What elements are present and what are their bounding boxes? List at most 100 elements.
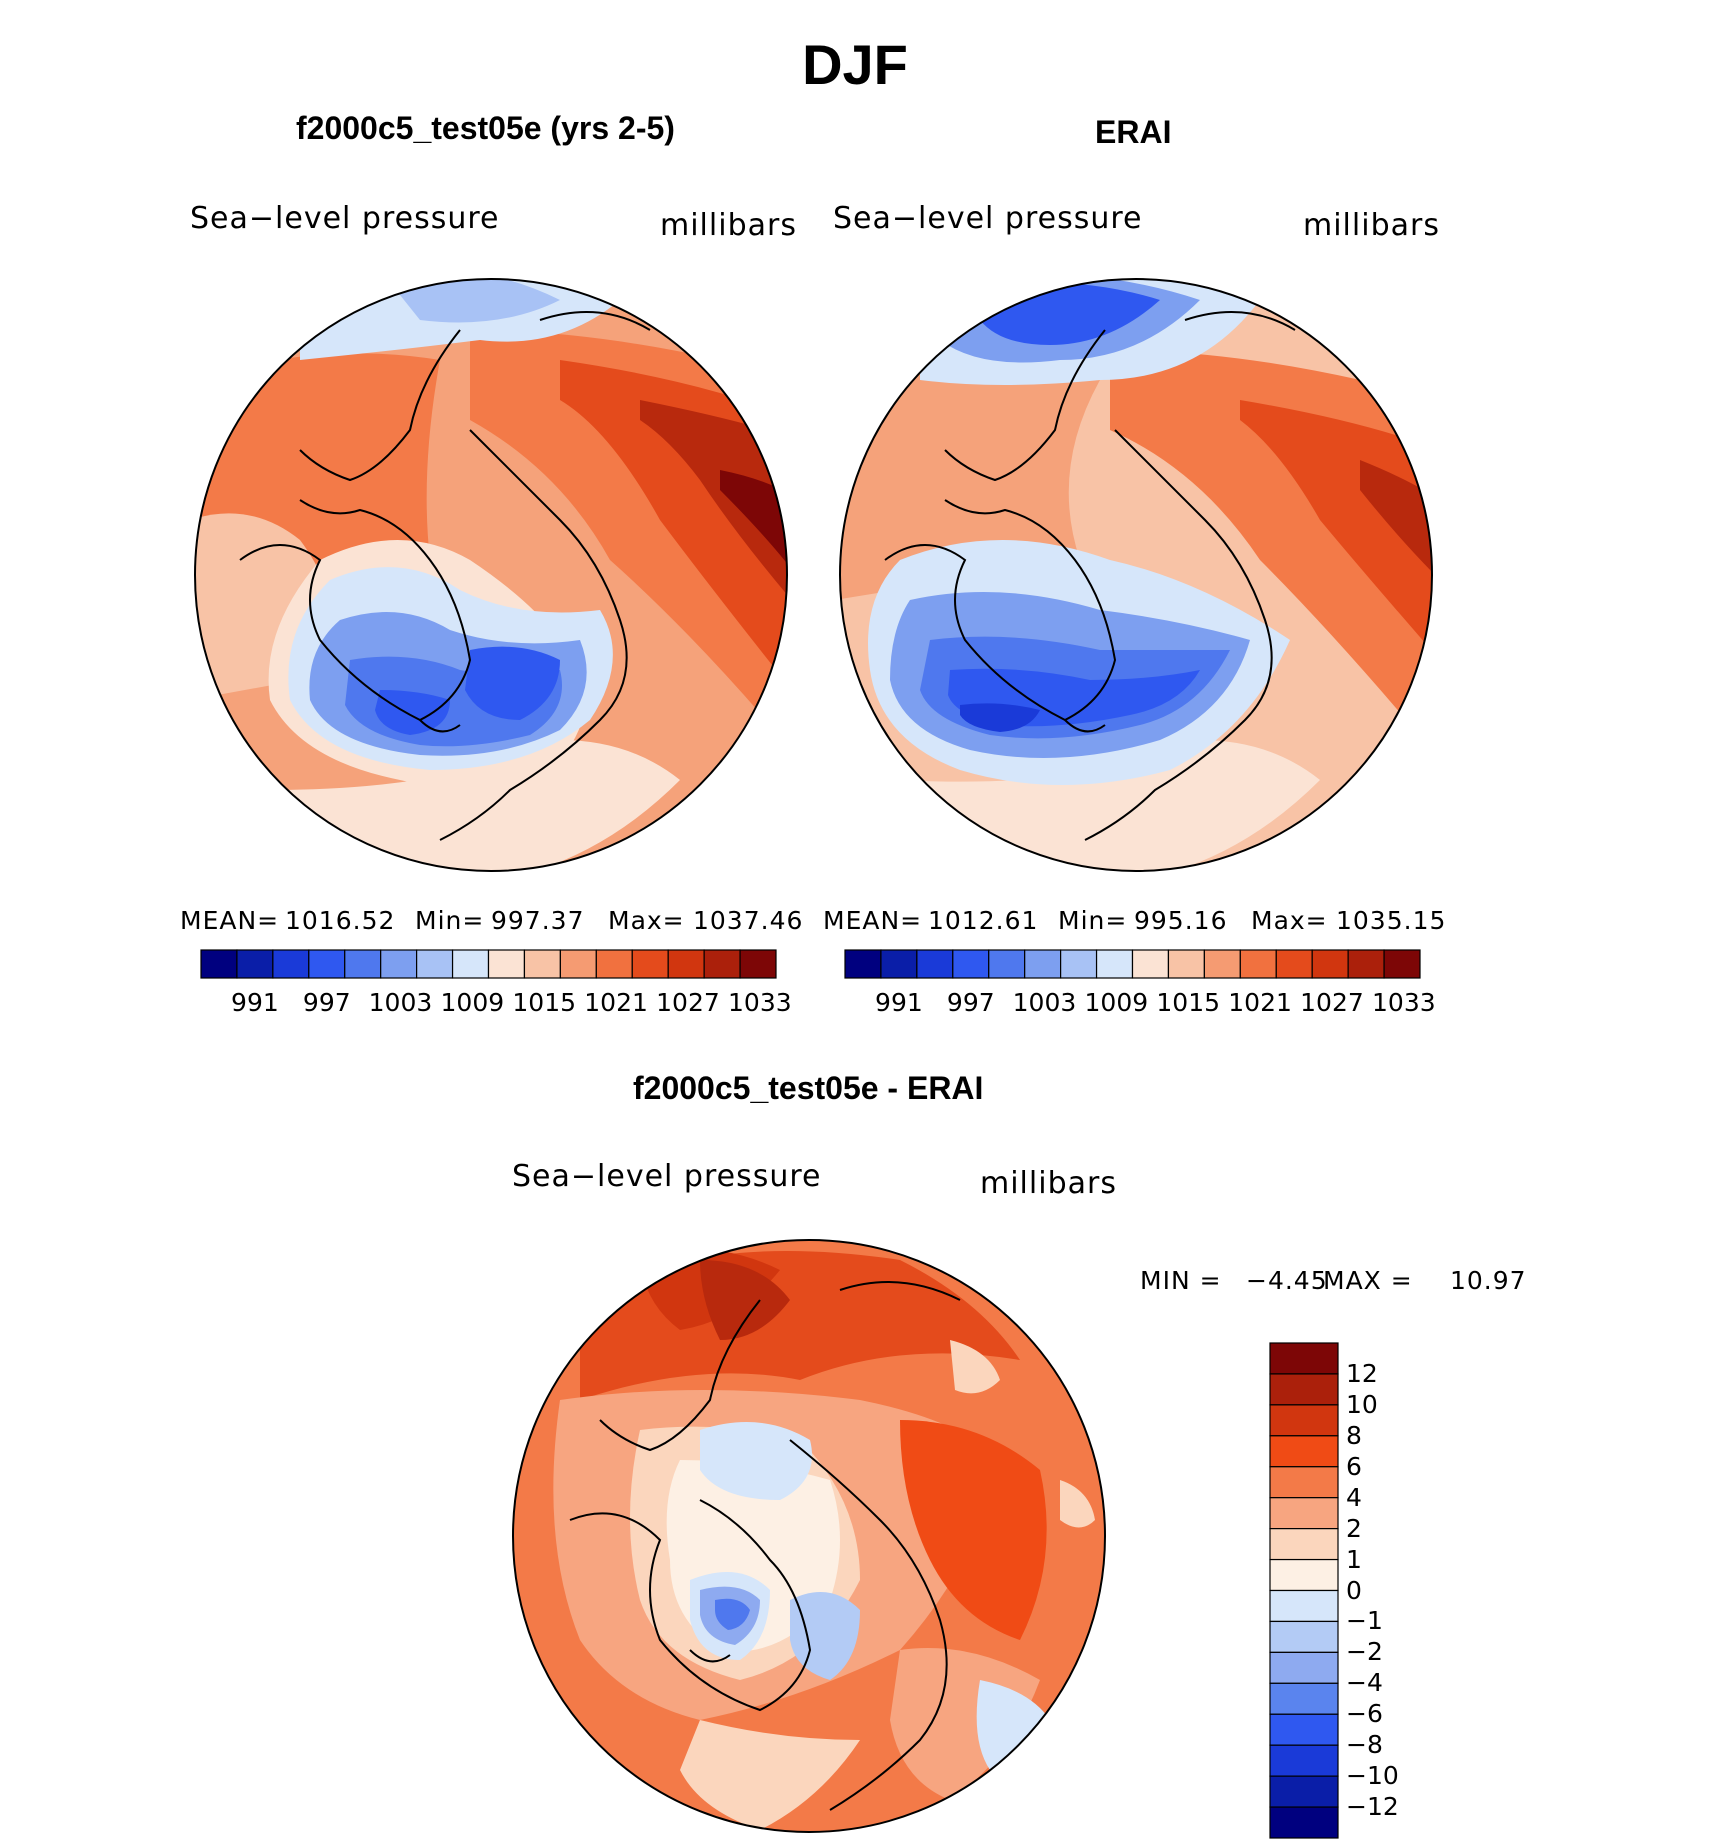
panel-3-title: f2000c5_test05e - ERAI — [633, 1070, 984, 1106]
panel-2-max-value: 1035.15 — [1336, 906, 1447, 935]
colorbar-1-swatch — [631, 949, 669, 979]
colorbar-1-tick-label: 1033 — [728, 988, 792, 1017]
map-2-border — [839, 278, 1433, 872]
colorbar-2-swatch — [1275, 949, 1313, 979]
colorbar-3-tick-label: −2 — [1346, 1637, 1383, 1667]
colorbar-3-swatch — [1269, 1682, 1339, 1715]
colorbar-2-swatch — [952, 949, 990, 979]
colorbar-2-tick-label: 1003 — [1012, 988, 1077, 1017]
colorbar-3-tick-label: 4 — [1346, 1482, 1362, 1512]
panel-3-min-value: −4.45 — [1246, 1266, 1328, 1295]
colorbar-1-swatch — [451, 949, 490, 979]
map-3-border — [512, 1239, 1106, 1833]
panel-3-min-label: MIN = — [1140, 1266, 1222, 1295]
colorbar-1-tick-label: 1003 — [368, 988, 433, 1017]
colorbar-2-swatch — [880, 949, 918, 979]
colorbar-3-swatch — [1269, 1528, 1339, 1561]
colorbar-difference — [1269, 1342, 1339, 1839]
colorbar-absolute-2 — [844, 949, 1421, 979]
colorbar-2-tick-label: 1033 — [1372, 988, 1436, 1017]
colorbar-3-tick-label: 6 — [1346, 1451, 1362, 1481]
panel-1-min-label: Min= — [415, 906, 485, 935]
colorbar-1-swatch — [667, 949, 705, 979]
panel-2-mean-label: MEAN= — [823, 906, 923, 935]
colorbar-3-swatch — [1269, 1373, 1339, 1406]
colorbar-1-swatch — [595, 949, 633, 979]
colorbar-2-swatch — [1167, 949, 1205, 979]
panel-1-max-label: Max= — [608, 906, 685, 935]
colorbar-3-tick-label: −4 — [1346, 1668, 1383, 1698]
colorbar-2-swatch — [988, 949, 1026, 979]
panel-2-mean-value: 1012.61 — [928, 906, 1039, 935]
colorbar-2-swatch — [1024, 949, 1062, 979]
panel-2-title: ERAI — [1095, 114, 1172, 150]
panel-1-title: f2000c5_test05e (yrs 2-5) — [296, 110, 675, 146]
panel-2-max-label: Max= — [1251, 906, 1328, 935]
colorbar-2-tick-label: 1015 — [1156, 988, 1221, 1017]
colorbar-3-tick-label: −8 — [1346, 1730, 1383, 1760]
colorbar-3-swatch — [1269, 1589, 1339, 1623]
map-1-coastlines — [239, 311, 651, 841]
colorbar-3-tick-label: 8 — [1346, 1420, 1362, 1450]
colorbar-1-tick-label: 1015 — [512, 988, 577, 1017]
map-2-erai-slp — [840, 279, 1432, 871]
colorbar-3-swatch — [1269, 1775, 1339, 1808]
colorbar-3-swatch — [1269, 1806, 1339, 1839]
colorbar-2-tick-label: 1027 — [1300, 988, 1364, 1017]
colorbar-1-swatch — [272, 949, 310, 979]
colorbar-1-swatch — [416, 949, 454, 979]
colorbar-2-swatch — [1239, 949, 1277, 979]
colorbar-3-tick-label: 12 — [1346, 1358, 1378, 1388]
colorbar-3-swatch — [1269, 1466, 1339, 1499]
colorbar-1-tick-label: 1027 — [656, 988, 720, 1017]
colorbar-1-swatch — [559, 949, 597, 979]
panel-1-mean-value: 1016.52 — [285, 906, 396, 935]
panel-2-variable-label: Sea−level pressure — [833, 201, 1143, 236]
colorbar-1-swatch — [703, 949, 741, 979]
colorbar-1-swatch — [523, 949, 561, 979]
colorbar-2-swatch — [1203, 949, 1241, 979]
colorbar-3-tick-label: −10 — [1346, 1761, 1399, 1791]
panel-1-min-value: 997.37 — [491, 906, 585, 935]
colorbar-3-swatch — [1269, 1744, 1339, 1777]
colorbar-3-swatch — [1269, 1558, 1339, 1592]
colorbar-3-swatch — [1269, 1713, 1339, 1746]
colorbar-1-swatch — [200, 949, 238, 979]
panel-1-max-value: 1037.46 — [693, 906, 804, 935]
panel-2-min-label: Min= — [1058, 906, 1128, 935]
panel-3-variable-label: Sea−level pressure — [512, 1159, 822, 1194]
colorbar-3-swatch — [1269, 1435, 1339, 1468]
colorbar-2-swatch — [1131, 949, 1170, 979]
colorbar-1-swatch — [380, 949, 418, 979]
colorbar-3-tick-label: −1 — [1346, 1606, 1383, 1636]
panel-2-units-label: millibars — [1303, 208, 1440, 243]
colorbar-1-tick-label: 991 — [231, 988, 279, 1017]
colorbar-2-swatch — [1311, 949, 1349, 979]
colorbar-3-tick-label: −6 — [1346, 1699, 1383, 1729]
colorbar-2-swatch — [916, 949, 954, 979]
colorbar-3-tick-label: 10 — [1346, 1389, 1378, 1419]
colorbar-3-swatch — [1269, 1497, 1339, 1530]
panel-3-max-value: 10.97 — [1450, 1266, 1527, 1295]
panel-1-mean-label: MEAN= — [180, 906, 280, 935]
colorbar-3-swatch — [1269, 1404, 1339, 1437]
panel-1-variable-label: Sea−level pressure — [190, 201, 500, 236]
panel-3-units-label: millibars — [980, 1166, 1117, 1201]
colorbar-absolute-1 — [200, 949, 777, 979]
colorbar-1-tick-label: 1009 — [440, 988, 505, 1017]
colorbar-2-swatch — [1060, 949, 1098, 979]
colorbar-2-swatch — [1347, 949, 1385, 979]
map-2-coastlines — [884, 311, 1296, 841]
panel-1-units-label: millibars — [660, 208, 797, 243]
colorbar-2-swatch — [1383, 949, 1421, 979]
map-3-coastlines — [569, 1281, 961, 1811]
figure-title: DJF — [802, 33, 908, 96]
colorbar-3-swatch — [1269, 1651, 1339, 1684]
map-1-model-slp — [195, 279, 787, 871]
colorbar-1-swatch — [236, 949, 274, 979]
colorbar-3-tick-label: 1 — [1346, 1544, 1362, 1574]
colorbar-1-swatch — [487, 949, 526, 979]
colorbar-3-tick-label: −12 — [1346, 1792, 1399, 1822]
colorbar-1-swatch — [739, 949, 777, 979]
